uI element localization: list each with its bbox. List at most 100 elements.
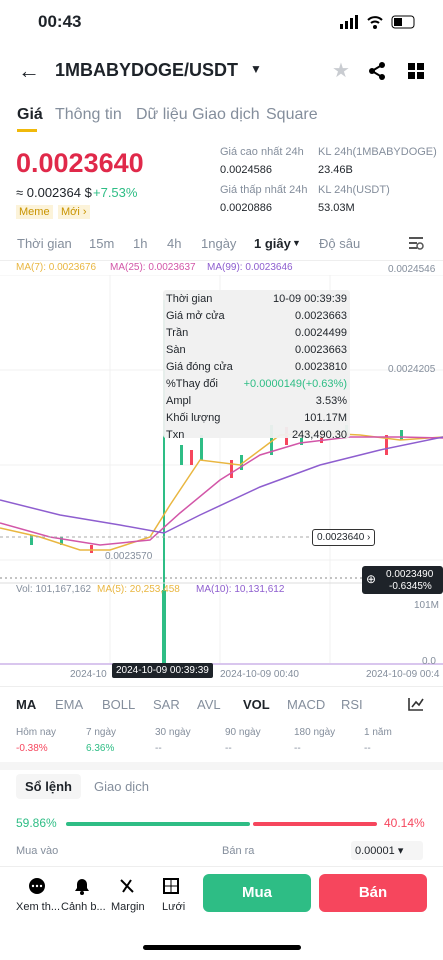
pair-dropdown[interactable]: ▼ <box>250 62 262 76</box>
stat-label: Giá cao nhất 24h <box>220 146 304 158</box>
crosshair-icon: ⊕ <box>366 572 377 586</box>
sell-pct: 40.14% <box>384 816 425 830</box>
step-value: 0.00001 <box>355 845 395 857</box>
timeframe[interactable]: 4h <box>167 236 182 251</box>
period-value: -- <box>364 743 371 754</box>
tooltip-key: Khối lượng <box>166 412 221 424</box>
tab[interactable]: Giá <box>17 106 43 123</box>
indicator[interactable]: SAR <box>153 697 180 712</box>
tab[interactable]: Dữ liệu Giao dịch <box>136 106 260 123</box>
back-button[interactable]: ← <box>18 58 40 83</box>
period-label: 180 ngày <box>294 727 336 738</box>
tab-underline <box>17 129 37 132</box>
timeframe[interactable]: 1 giây <box>254 236 291 251</box>
timeframe[interactable]: 15m <box>89 236 115 251</box>
current-price-box: 0.0023640 › <box>312 529 376 546</box>
tab[interactable]: Thông tin <box>55 106 122 123</box>
stat-value: 23.46B <box>318 164 353 176</box>
sell-label: Bán ra <box>222 845 255 857</box>
timeframe[interactable]: 1h <box>133 236 148 251</box>
status-time: 00:43 <box>38 12 82 31</box>
bottom-item[interactable]: Lưới <box>162 901 186 913</box>
timeframe-caret[interactable]: ▼ <box>292 238 301 248</box>
favorite[interactable]: ★ <box>332 60 350 82</box>
crosshair-change: -0.6345% <box>389 581 432 592</box>
tooltip-value: 3.53% <box>315 395 347 407</box>
divider <box>0 260 443 261</box>
pair-title[interactable]: 1MBABYDOGE/USDT <box>55 60 239 80</box>
stat-value: 0.0024586 <box>220 164 272 176</box>
time-crosshair: 2024-10-09 00:39:39 <box>112 663 213 678</box>
indicator[interactable]: MACD <box>287 697 326 712</box>
period-label: 90 ngày <box>225 727 261 738</box>
orderbook-tab[interactable]: Giao dịch <box>94 779 149 794</box>
price-axis-label: 0.0024546 <box>388 264 436 275</box>
low-label: 0.0023570 <box>105 551 153 562</box>
period-value: -- <box>225 743 232 754</box>
settings-icon[interactable] <box>408 236 424 250</box>
tab[interactable]: Square <box>266 106 318 123</box>
buy-button[interactable]: Mua <box>203 874 311 912</box>
stat-label: KL 24h(USDT) <box>318 184 390 196</box>
bottom-item[interactable]: Cảnh b... <box>61 901 106 913</box>
period-value: -0.38% <box>16 743 48 754</box>
vol-ma5: MA(5): 20,253,458 <box>97 584 180 595</box>
timeframe[interactable]: Thời gian <box>17 236 72 251</box>
crosshair-box <box>362 566 443 594</box>
current-price: 0.0023640 <box>317 532 365 543</box>
indicator[interactable]: VOL <box>243 697 270 712</box>
tooltip-key: %Thay đổi <box>166 378 218 390</box>
period-label: Hôm nay <box>16 727 57 738</box>
tooltip-key: Thời gian <box>166 293 213 305</box>
time-label: 2024-10 <box>70 669 107 680</box>
indicator[interactable]: BOLL <box>102 697 136 712</box>
tooltip-value: +0.0000149(+0.63%) <box>243 378 347 390</box>
stat-label: Giá thấp nhất 24h <box>220 184 308 196</box>
buy-label: Mua vào <box>16 845 59 857</box>
divider <box>0 866 443 867</box>
approx-price: ≈ 0.002364 $ <box>16 185 92 200</box>
tag[interactable]: Mới › <box>58 205 90 219</box>
sell-button[interactable]: Bán <box>319 874 427 912</box>
buy-pct: 59.86% <box>16 816 57 830</box>
section-gap <box>0 762 443 770</box>
stat-label: KL 24h(1MBABYDOGE) <box>318 146 437 158</box>
bottom-item[interactable]: Xem th... <box>16 901 61 913</box>
step-select[interactable]: 0.00001 ▾ <box>351 841 423 860</box>
vol-label: Vol: 101,167,162 <box>16 584 92 595</box>
tooltip-value: 0.0023663 <box>295 344 347 356</box>
vol-axis-label: 0.0 <box>422 656 436 667</box>
tooltip-key: Txn <box>166 429 185 441</box>
tooltip-value: 243,490.30 <box>291 429 347 441</box>
tooltip-key: Giá đóng cửa <box>166 361 233 373</box>
timeframe[interactable]: 1ngày <box>201 236 237 251</box>
stat-value: 0.0020886 <box>220 202 272 214</box>
bottom-item[interactable]: Margin <box>111 901 145 913</box>
tooltip-value: 0.0023663 <box>295 310 347 322</box>
indicator-edit[interactable] <box>408 697 424 711</box>
orderbook-tab[interactable]: Sổ lệnh <box>16 774 81 799</box>
time-label: 2024-10-09 00:4 <box>366 669 440 680</box>
indicator[interactable]: MA <box>16 697 37 712</box>
period-label: 7 ngày <box>86 727 117 738</box>
tag[interactable]: Meme <box>16 205 53 219</box>
indicator[interactable]: RSI <box>341 697 363 712</box>
ma-label: MA(25): 0.0023637 <box>110 262 196 273</box>
price-axis-label: 0.0024205 <box>388 364 436 375</box>
tooltip-key: Trần <box>166 327 189 339</box>
indicator[interactable]: AVL <box>197 697 221 712</box>
header-icons[interactable] <box>368 61 428 81</box>
divider <box>0 686 443 687</box>
vol-ma10: MA(10): 10,131,612 <box>196 584 285 595</box>
period-value: -- <box>155 743 162 754</box>
bottom-icons <box>29 878 179 895</box>
indicator[interactable]: EMA <box>55 697 84 712</box>
tooltip-key: Ampl <box>166 395 192 407</box>
stat-value: 53.03M <box>318 202 355 214</box>
timeframe[interactable]: Độ sâu <box>319 236 361 251</box>
period-value: -- <box>294 743 301 754</box>
home-indicator <box>143 945 301 950</box>
crosshair-price: 0.0023490 <box>386 569 434 580</box>
tooltip-key: Giá mở cửa <box>166 310 225 322</box>
tag-text: Mới <box>61 206 80 218</box>
